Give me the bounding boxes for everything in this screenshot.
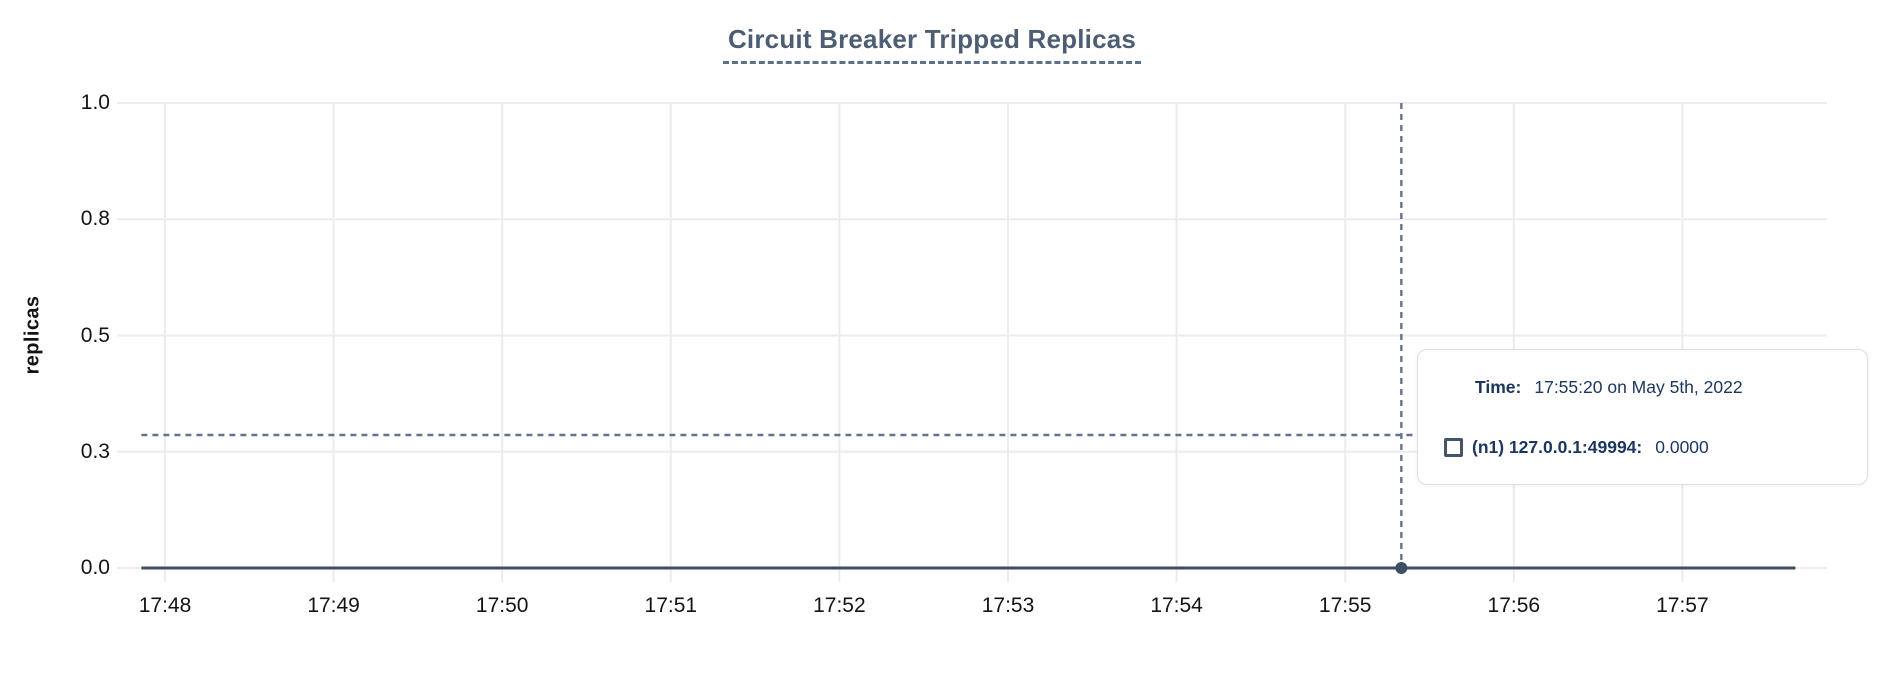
tooltip-time-label: Time: (1475, 376, 1522, 397)
cursor-tooltip: Time: 17:55:20 on May 5th, 2022 (n1) 127… (1417, 349, 1868, 485)
x-tick-label: 17:48 (138, 594, 192, 617)
x-tick-label: 17:54 (1150, 594, 1203, 617)
tooltip-time-row: Time: 17:55:20 on May 5th, 2022 (1475, 376, 1867, 398)
x-tick-label: 17:50 (475, 594, 529, 617)
y-tick-label: 0.3 (80, 439, 110, 463)
tooltip-series-value: 0.0000 (1655, 436, 1709, 457)
x-tick-label: 17:51 (644, 594, 698, 617)
x-tick-label: 17:49 (307, 594, 360, 617)
y-tick-label: 0.5 (80, 323, 110, 347)
x-tick-label: 17:52 (813, 594, 866, 617)
y-tick-label: 0.0 (80, 556, 110, 579)
x-tick-label: 17:57 (1656, 594, 1709, 617)
hovered-data-point (1395, 562, 1408, 574)
x-tick-label: 17:56 (1487, 594, 1541, 617)
y-tick-label: 0.8 (80, 207, 110, 231)
x-tick-label: 17:55 (1318, 594, 1372, 617)
chart-header: Circuit Breaker Tripped Replicas (0, 24, 1864, 64)
x-tick-label: 17:53 (981, 594, 1035, 617)
y-tick-label: 1.0 (80, 91, 110, 114)
series-legend-marker-icon (1444, 437, 1463, 457)
tooltip-series-row: (n1) 127.0.0.1:49994: 0.0000 (1444, 436, 1867, 458)
tooltip-series-label: (n1) 127.0.0.1:49994: (1472, 436, 1643, 457)
tooltip-time-value: 17:55:20 on May 5th, 2022 (1534, 376, 1743, 397)
chart-title: Circuit Breaker Tripped Replicas (722, 24, 1142, 64)
